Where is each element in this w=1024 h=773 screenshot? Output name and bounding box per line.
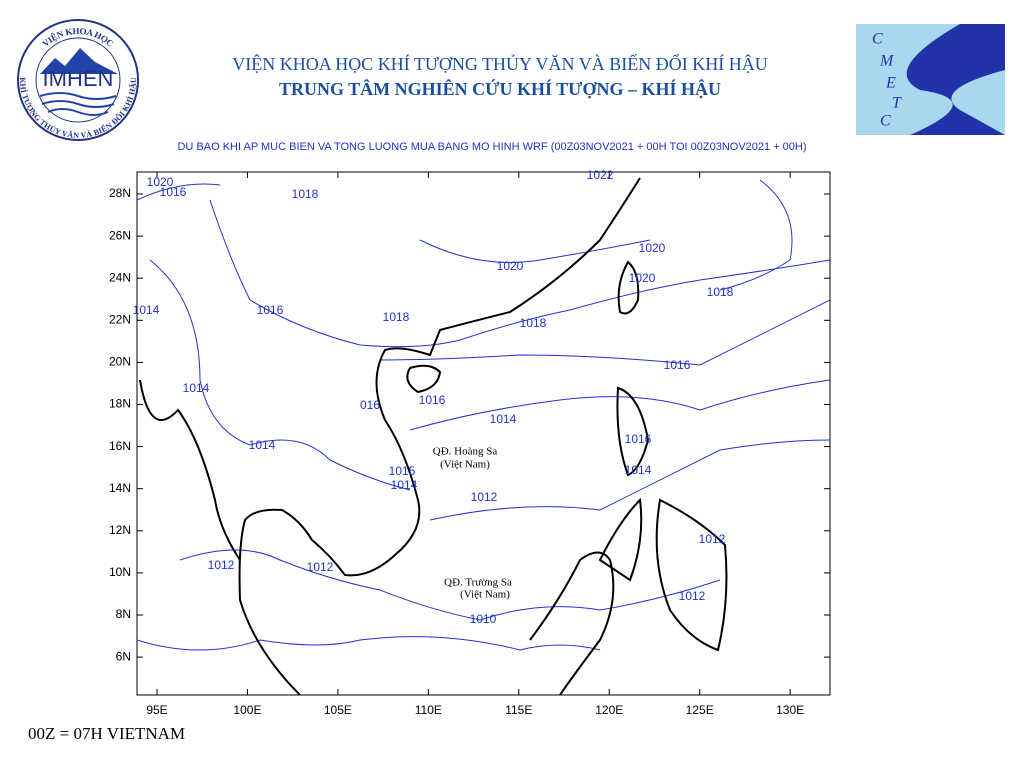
map: QĐ. Hoàng Sa (Việt Nam) QĐ. Trường Sa (V… [109,168,831,717]
title-line2: TRUNG TÂM NGHIÊN CỨU KHÍ TƯỢNG – KHÍ HẬU [279,78,721,99]
coastline [529,551,615,695]
isobar [379,299,830,366]
footer: 00Z = 07H VIETNAM [28,724,185,743]
isobar-label: 1014 [183,381,210,395]
isobar [137,183,830,348]
y-tick-label: 24N [109,270,131,284]
isobar-label: 1015 [389,464,416,478]
isobar-label: 1012 [699,532,726,546]
isobar-label: 1012 [471,490,498,504]
title-line1: VIỆN KHOA HỌC KHÍ TƯỢNG THỦY VĂN VÀ BIẾN… [232,53,767,74]
map-frame [136,171,831,696]
logo-letter: C [872,31,883,48]
coastline [598,386,728,652]
logo-name: IMHEN [43,66,114,91]
y-tick-label: 10N [109,565,131,579]
y-tick-label: 8N [116,607,131,621]
isobar [137,636,601,651]
isobar-label: 1018 [383,310,410,324]
y-tick-label: 26N [109,228,131,242]
isobar-label: 1020 [497,259,524,273]
isobar-label: 1020 [629,271,656,285]
isobar-label: 1022 [587,168,614,182]
subtitle: DU BAO KHI AP MUC BIEN VA TONG LUONG MUA… [177,141,806,153]
coastline [406,364,442,394]
isobar-label: 1010 [470,612,497,626]
x-tick-label: 95E [146,703,167,717]
logo-letter: M [879,53,895,70]
x-tick-label: 105E [324,703,352,717]
x-tick-label: 100E [233,703,261,717]
place-name: QĐ. Trường Sa [444,577,512,589]
isobar-label: 1020 [147,175,174,189]
isobar-label: 1012 [208,558,235,572]
isobar-label: 1014 [133,303,160,317]
y-tick-label: 20N [109,355,131,369]
place-name: QĐ. Hoàng Sa [433,446,498,458]
x-tick-label: 110E [415,703,442,717]
place-country: (Việt Nam) [440,459,490,471]
y-tick-label: 6N [116,649,131,663]
isobar-label: 1014 [490,412,517,426]
isobar [429,439,830,521]
isobar-label: 1012 [307,560,334,574]
coastline [617,260,640,315]
y-tick-label: 16N [109,439,131,453]
isobar [149,259,411,491]
logo-letter: C [880,113,891,130]
isobar-label: 1016 [419,393,446,407]
isobar-label: 1014 [249,438,276,452]
isobar [719,179,793,291]
y-tick-label: 28N [109,186,131,200]
coastline [139,177,641,695]
isobar-label: 1012 [679,589,706,603]
y-tick-label: 12N [109,523,131,537]
y-tick-label: 22N [109,312,131,326]
isobar-label: 1014 [391,478,418,492]
isobar-label: 1018 [707,285,734,299]
isobar-label: 1018 [292,187,319,201]
place-country: (Việt Nam) [460,589,510,601]
x-tick-label: 115E [505,703,532,717]
isobar [409,379,830,431]
isobar-label: 1016 [625,432,652,446]
logo-right [856,24,1005,135]
isobar-label: 1018 [520,316,547,330]
isobar-label: 1016 [664,358,691,372]
isobar-label: 1016 [257,303,284,317]
logo-letter: E [885,75,896,92]
isobar [419,239,651,263]
isobar-label: 1016 [160,185,187,199]
y-tick-label: 18N [109,397,131,411]
logo-left: VIỆN KHOA HỌC KHÍ TƯỢNG THỦY VĂN VÀ BIẾN… [17,19,139,141]
isobar [179,549,721,621]
isobar-label: 016 [360,398,380,412]
x-tick-label: 120E [595,703,623,717]
isobar-label: 1020 [639,241,666,255]
y-tick-label: 14N [109,481,131,495]
isobar-label: 1014 [625,463,652,477]
logo-letter: T [892,95,902,112]
x-tick-label: 130E [776,703,804,717]
x-tick-label: 125E [686,703,714,717]
